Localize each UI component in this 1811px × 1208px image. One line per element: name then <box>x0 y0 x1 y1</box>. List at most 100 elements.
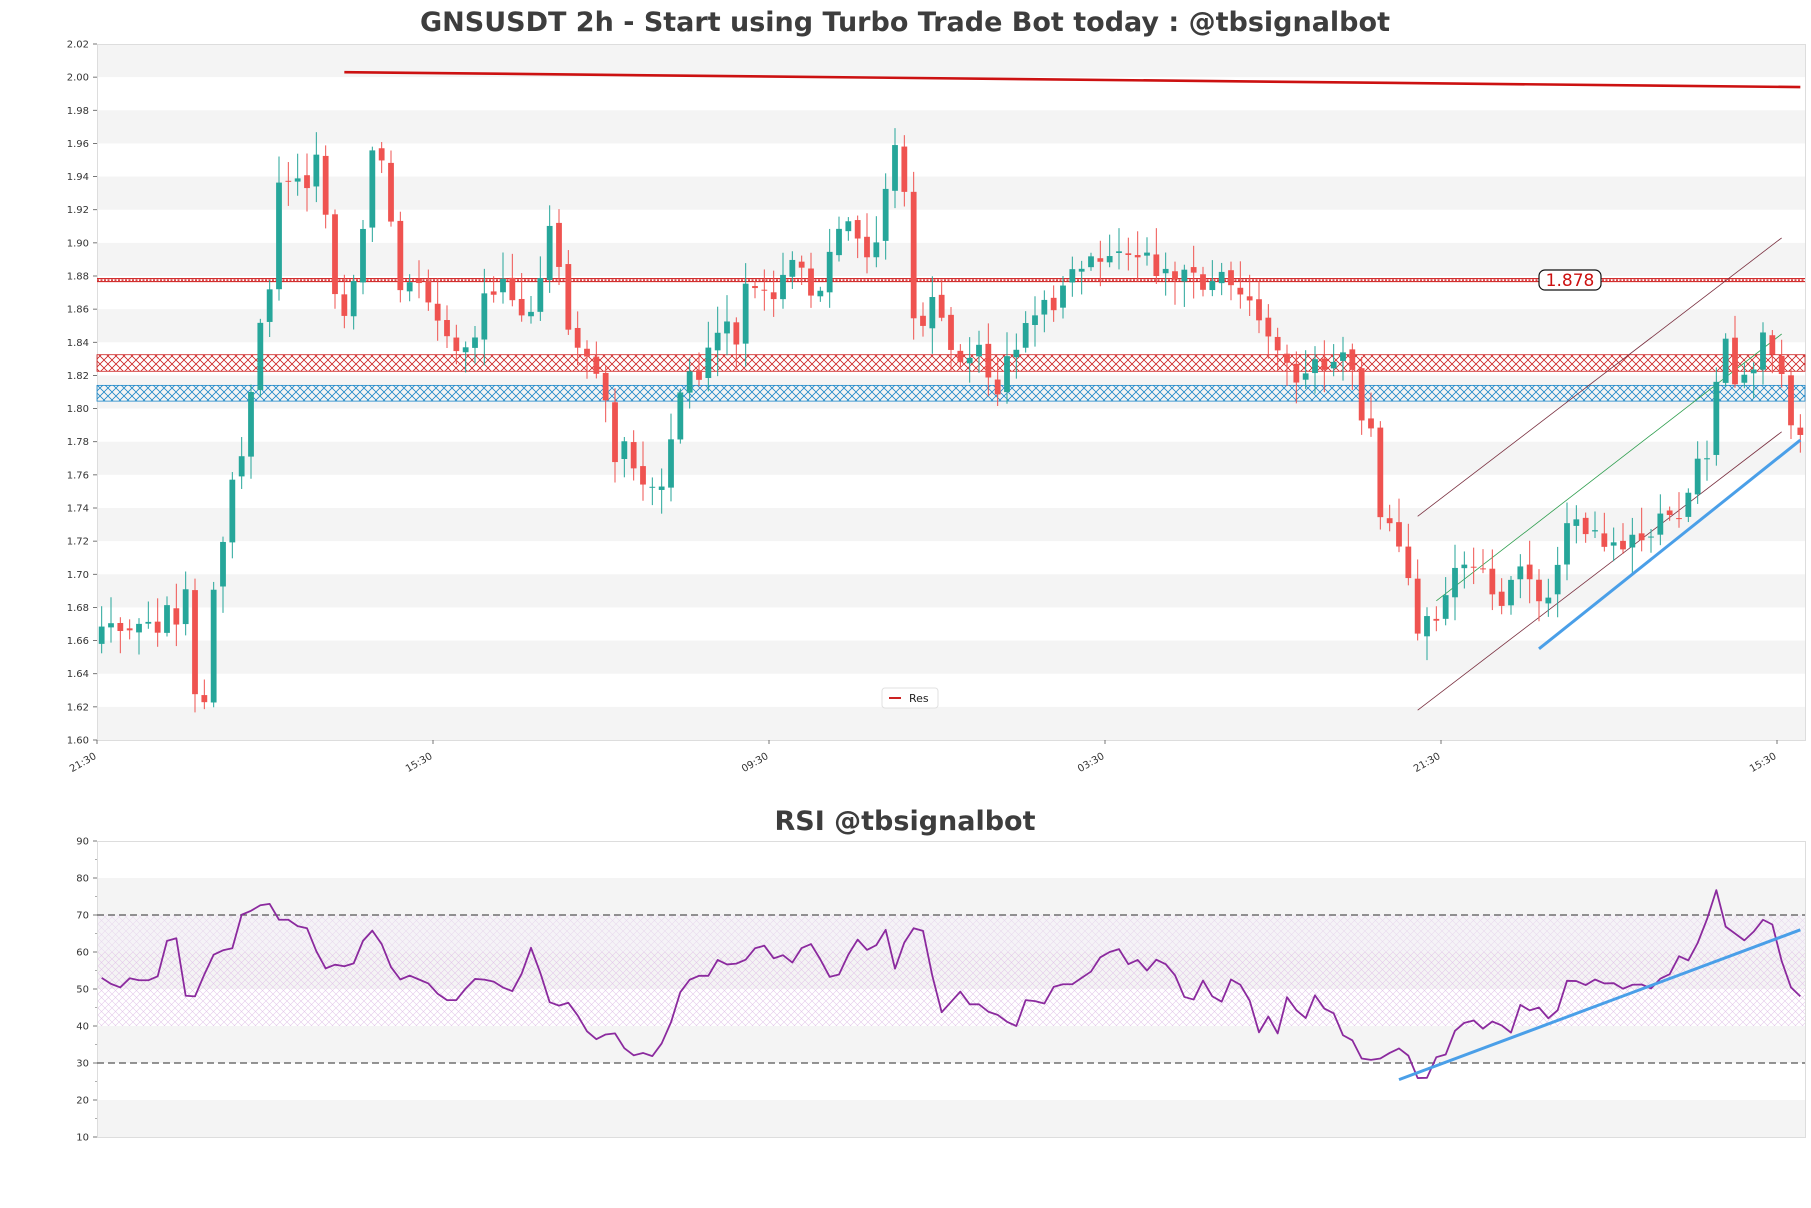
candle-body <box>136 623 142 633</box>
candle-body <box>826 251 833 293</box>
candle-body <box>1293 363 1300 383</box>
candle-body <box>714 332 721 351</box>
candle-body <box>1330 361 1337 369</box>
candle-body <box>1517 566 1524 580</box>
candle-body <box>602 372 609 401</box>
candle-body <box>1200 274 1206 290</box>
candle-body <box>724 321 730 334</box>
candle-body <box>1648 536 1654 538</box>
candle-body <box>108 623 114 628</box>
candle-body <box>1368 418 1374 429</box>
candle-body <box>1377 427 1384 518</box>
candle-body <box>1106 256 1113 263</box>
candle-body <box>798 261 805 268</box>
candle-body <box>462 347 469 353</box>
candle-body <box>1508 579 1514 606</box>
rsi-line-group <box>101 889 1801 1079</box>
candle-body <box>1284 353 1290 363</box>
candle-body <box>322 155 329 215</box>
candle-body <box>789 259 796 277</box>
candle-body <box>537 278 544 312</box>
price-y-tick-label: 1.64 <box>67 669 89 680</box>
rsi-y-tick-label: 70 <box>76 911 89 922</box>
candle-body <box>1237 287 1244 295</box>
rsi-upper-band-tint <box>97 915 1805 952</box>
candle-body <box>901 146 908 192</box>
candle-body <box>397 220 404 291</box>
candle-body <box>444 320 450 337</box>
candle-body <box>1722 338 1729 383</box>
price-y-tick-label: 1.72 <box>67 537 89 548</box>
candle-body <box>490 291 497 295</box>
price-y-tick-label: 1.68 <box>67 603 89 614</box>
candle-body <box>1340 352 1346 361</box>
candle-body <box>1032 315 1038 326</box>
candle-body <box>1172 271 1178 280</box>
candle-body <box>1097 258 1104 262</box>
price-grid-band <box>97 110 1805 144</box>
candle-body <box>1452 567 1458 598</box>
rsi-y-tick-label: 50 <box>76 985 89 996</box>
candle-body <box>1013 349 1020 358</box>
candle-body <box>1526 564 1533 580</box>
candle-body <box>1620 540 1626 550</box>
candle-body <box>864 236 870 258</box>
candle-body <box>920 315 926 326</box>
candle-body <box>1573 519 1580 526</box>
price-y-tick-label: 1.88 <box>67 272 89 283</box>
rsi-trend-group <box>1398 928 1801 1082</box>
candle-body <box>976 344 982 357</box>
candle-body <box>612 402 618 463</box>
rsi-hatched-band <box>97 952 1805 1026</box>
price-y-tick-label: 1.80 <box>67 404 89 415</box>
candle-body <box>1386 518 1393 524</box>
price-grid-band <box>97 176 1805 210</box>
price-grid-band <box>97 441 1805 475</box>
candle-body <box>1358 368 1365 421</box>
candle-body <box>388 162 394 222</box>
price-grid-band <box>97 508 1805 542</box>
candle-body <box>938 294 945 318</box>
candle-body <box>1396 522 1402 547</box>
candle-body <box>1657 513 1664 535</box>
price-grid-band <box>97 640 1805 674</box>
candle-body <box>518 298 525 316</box>
candle-body <box>1750 369 1757 374</box>
candle-body <box>266 289 273 322</box>
candle-body <box>985 343 992 378</box>
candle-body <box>565 264 572 330</box>
price-y-tick-label: 1.76 <box>67 470 89 481</box>
candle-body <box>929 297 936 329</box>
candle-body <box>1424 616 1430 637</box>
candle-body <box>220 541 226 587</box>
candle-body <box>640 466 646 485</box>
candle-body <box>1256 299 1262 321</box>
candle-body <box>1778 355 1785 375</box>
candle-body <box>210 589 217 703</box>
candle-body <box>1060 285 1066 308</box>
candle-body <box>276 182 282 290</box>
price-y-tick-label: 1.96 <box>67 139 89 150</box>
price-y-axis: 1.60 1.62 1.64 1.66 1.68 1.70 1.72 1.74 1.76 1.78… <box>67 40 97 747</box>
candle-body <box>1181 269 1188 282</box>
rsi-reference-lines <box>97 914 1805 1064</box>
price-y-tick-label: 1.90 <box>67 238 89 249</box>
candle-body <box>593 356 600 374</box>
candle-body <box>1209 281 1216 291</box>
candle-body <box>154 621 161 633</box>
rsi-y-tick-label: 60 <box>76 948 89 959</box>
candle-body <box>994 379 1001 395</box>
candle-body <box>434 303 441 321</box>
price-legend: Res <box>881 687 939 709</box>
price-y-tick-label: 1.62 <box>67 702 89 713</box>
candle-body <box>733 322 740 345</box>
candle-body <box>378 148 385 161</box>
candle-body <box>1470 566 1477 568</box>
candle-body <box>1461 564 1468 569</box>
candle-body <box>658 486 665 490</box>
candle-body <box>201 695 208 703</box>
rsi-chart-title: RSI @tbsignalbot <box>774 806 1035 837</box>
candle-body <box>1433 618 1440 621</box>
candle-body <box>910 191 917 319</box>
candle-body <box>1582 517 1589 535</box>
